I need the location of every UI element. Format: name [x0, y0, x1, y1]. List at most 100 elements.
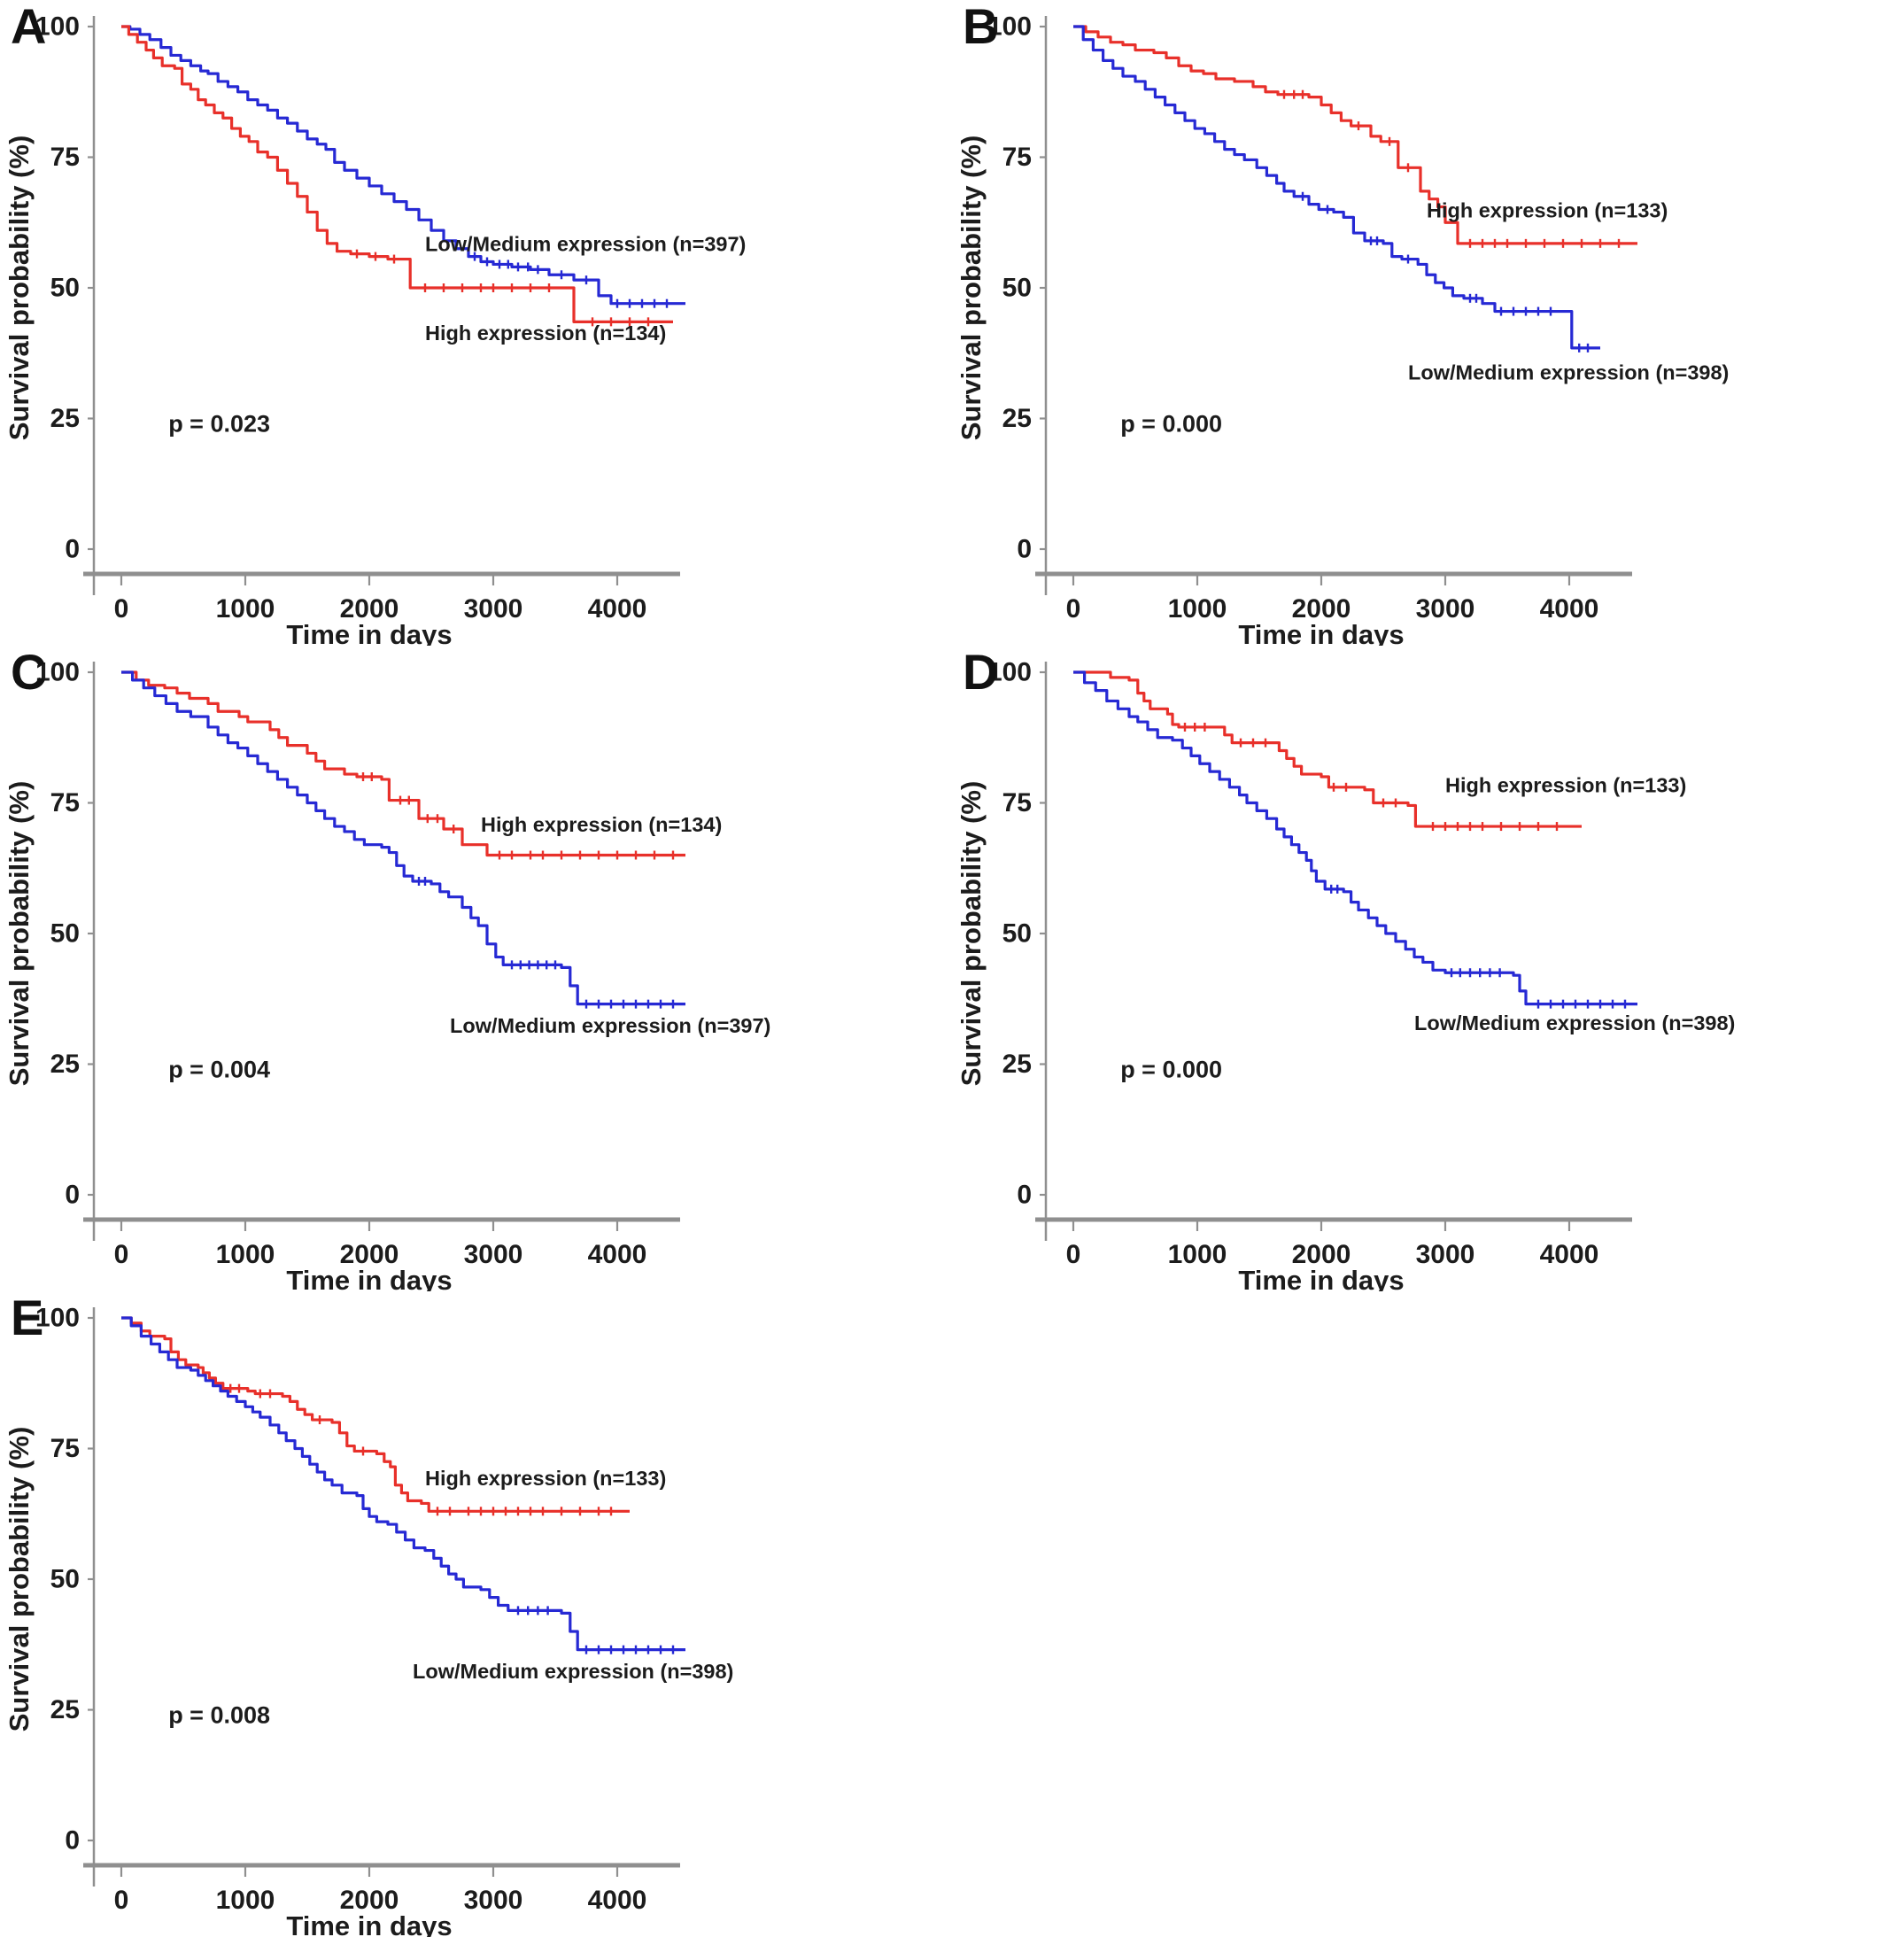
curve-label-low-medium: Low/Medium expression (n=397)	[425, 233, 746, 256]
x-tick-label: 1000	[216, 1886, 275, 1915]
km-curve-high	[121, 670, 685, 857]
curve-label-high: High expression (n=133)	[1445, 774, 1686, 797]
y-tick-label: 50	[50, 1565, 80, 1594]
km-curve-high	[1073, 25, 1637, 245]
panel-A: A 100 75 50 25 0 0 1000 2000 3000 4000 Time in day…	[0, 0, 952, 646]
km-curve-low-medium	[1073, 25, 1600, 350]
y-tick-label: 50	[50, 919, 80, 949]
km-curve-high	[121, 25, 673, 323]
curve-label-high: High expression (n=134)	[425, 322, 666, 345]
curve-label-high: High expression (n=133)	[1427, 198, 1668, 221]
panel-E: E 100 75 50 25 0 0 1000 2000 3000 4000 Time in day…	[0, 1291, 952, 1937]
x-tick-label: 1000	[1168, 1240, 1227, 1269]
x-tick-label: 3000	[1416, 1240, 1475, 1269]
y-axis-title: Survival probability (%)	[956, 781, 987, 1087]
km-curve-low-medium	[121, 25, 685, 306]
p-value-label: p = 0.000	[1120, 1056, 1222, 1082]
km-curve-low-medium	[121, 1316, 685, 1652]
y-tick-label: 0	[1017, 1181, 1032, 1210]
curve-label-low-medium: Low/Medium expression (n=398)	[1414, 1011, 1735, 1034]
y-tick-label: 0	[65, 1826, 80, 1856]
x-tick-label: 2000	[1292, 1240, 1351, 1269]
p-value-label: p = 0.023	[168, 410, 270, 437]
panel-letter-D: D	[963, 644, 999, 700]
curve-label-low-medium: Low/Medium expression (n=397)	[450, 1014, 770, 1037]
x-axis-title: Time in days	[1238, 1265, 1404, 1291]
y-tick-label: 100	[35, 12, 80, 42]
panel-letter-E: E	[11, 1290, 44, 1345]
x-axis-title: Time in days	[286, 619, 452, 646]
p-value-label: p = 0.004	[168, 1056, 270, 1082]
km-plot-A: 100 75 50 25 0 0 1000 2000 3000 4000 Time in days S…	[4, 12, 746, 647]
y-tick-label: 75	[50, 1434, 80, 1463]
km-plot-C: 100 75 50 25 0 0 1000 2000 3000 4000 Time in days S…	[4, 658, 770, 1292]
x-tick-label: 1000	[216, 1240, 275, 1269]
x-tick-label: 2000	[340, 594, 399, 624]
y-tick-label: 25	[1002, 404, 1032, 433]
panel-B: B 100 75 50 25 0 0 1000 2000 3000 4000 Time in day…	[952, 0, 1904, 646]
y-tick-label: 100	[35, 658, 80, 687]
x-tick-label: 2000	[340, 1240, 399, 1269]
y-tick-label: 0	[1017, 535, 1032, 564]
y-tick-label: 75	[1002, 788, 1032, 817]
km-curve-low-medium	[1073, 670, 1637, 1006]
panel-letter-C: C	[11, 644, 47, 700]
panel-D: D 100 75 50 25 0 0 1000 2000 3000 4000 Time in day…	[952, 646, 1904, 1291]
km-curve-low-medium	[121, 670, 685, 1006]
y-axis-title: Survival probability (%)	[4, 136, 35, 441]
x-tick-label: 4000	[588, 594, 647, 624]
y-tick-label: 0	[65, 1181, 80, 1210]
x-tick-label: 4000	[588, 1886, 647, 1915]
x-tick-label: 0	[114, 1240, 129, 1269]
y-tick-label: 25	[50, 1050, 80, 1079]
x-tick-label: 4000	[1540, 1240, 1599, 1269]
x-tick-label: 0	[114, 594, 129, 624]
y-tick-label: 50	[1002, 919, 1032, 949]
y-tick-label: 75	[50, 788, 80, 817]
curve-label-low-medium: Low/Medium expression (n=398)	[413, 1660, 733, 1683]
km-curve-high	[1073, 670, 1582, 828]
y-tick-label: 25	[1002, 1050, 1032, 1079]
km-plot-B: 100 75 50 25 0 0 1000 2000 3000 4000 Time in days S…	[956, 12, 1729, 647]
y-axis-title: Survival probability (%)	[956, 136, 987, 441]
y-tick-label: 100	[987, 658, 1032, 687]
x-axis-title: Time in days	[1238, 619, 1404, 646]
panel-empty	[952, 1291, 1904, 1937]
x-axis-title: Time in days	[286, 1910, 452, 1937]
curve-label-high: High expression (n=134)	[481, 813, 722, 836]
km-plot-E: 100 75 50 25 0 0 1000 2000 3000 4000 Time in days S…	[4, 1304, 733, 1937]
x-tick-label: 0	[1066, 594, 1081, 624]
x-tick-label: 3000	[464, 594, 523, 624]
y-tick-label: 25	[50, 1695, 80, 1724]
km-plot-D: 100 75 50 25 0 0 1000 2000 3000 4000 Time in days S…	[956, 658, 1735, 1292]
curve-label-low-medium: Low/Medium expression (n=398)	[1408, 360, 1729, 384]
p-value-label: p = 0.008	[168, 1701, 270, 1728]
y-axis-title: Survival probability (%)	[4, 781, 35, 1087]
y-tick-label: 0	[65, 535, 80, 564]
y-tick-label: 100	[987, 12, 1032, 42]
km-curve-high	[121, 1316, 630, 1513]
x-tick-label: 3000	[464, 1886, 523, 1915]
p-value-label: p = 0.000	[1120, 410, 1222, 437]
panel-letter-A: A	[11, 0, 47, 54]
x-tick-label: 3000	[1416, 594, 1475, 624]
x-tick-label: 0	[1066, 1240, 1081, 1269]
y-tick-label: 50	[50, 274, 80, 303]
x-tick-label: 4000	[588, 1240, 647, 1269]
x-tick-label: 3000	[464, 1240, 523, 1269]
x-axis-title: Time in days	[286, 1265, 452, 1291]
y-tick-label: 100	[35, 1304, 80, 1333]
x-tick-label: 1000	[1168, 594, 1227, 624]
x-tick-label: 0	[114, 1886, 129, 1915]
panel-letter-B: B	[963, 0, 999, 54]
curve-label-high: High expression (n=133)	[425, 1467, 666, 1490]
y-tick-label: 75	[1002, 143, 1032, 172]
y-tick-label: 25	[50, 404, 80, 433]
y-tick-label: 50	[1002, 274, 1032, 303]
x-tick-label: 1000	[216, 594, 275, 624]
panel-C: C 100 75 50 25 0 0 1000 2000 3000 4000 Time in day…	[0, 646, 952, 1291]
y-tick-label: 75	[50, 143, 80, 172]
y-axis-title: Survival probability (%)	[4, 1427, 35, 1732]
x-tick-label: 2000	[340, 1886, 399, 1915]
